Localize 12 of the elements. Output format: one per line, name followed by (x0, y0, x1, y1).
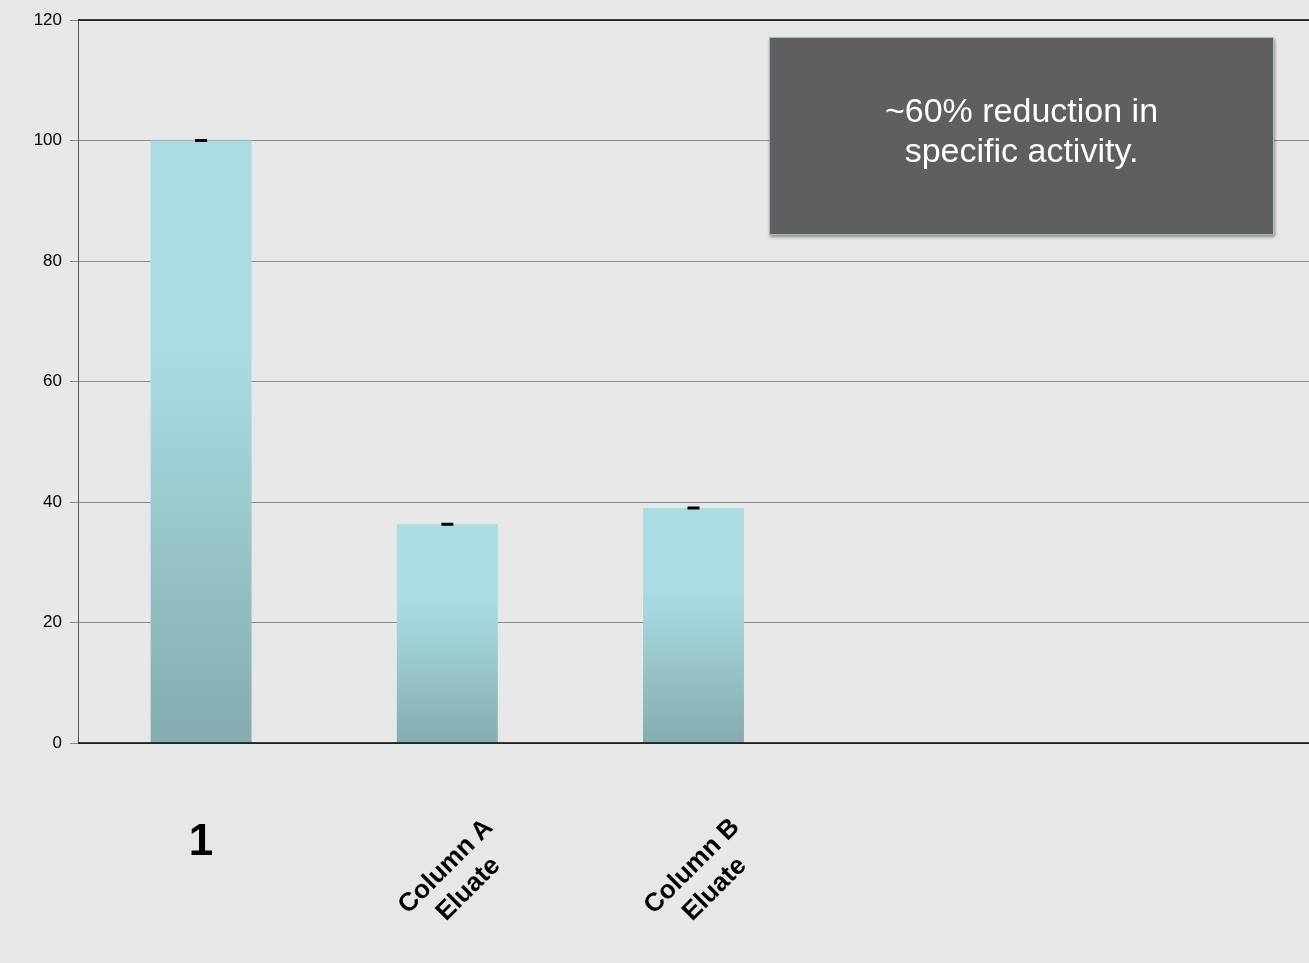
x-tick-label: 1 (188, 815, 214, 865)
text-box: ~60% reduction in specific activity. (769, 37, 1274, 235)
bar (396, 524, 498, 743)
y-tick-label: 100 (33, 130, 62, 150)
y-tick-label: 20 (43, 612, 62, 632)
y-tick-label: 60 (43, 371, 62, 391)
y-tick-label: 40 (43, 491, 62, 511)
bar (643, 508, 744, 743)
y-tick-label: 0 (52, 732, 62, 752)
y-tick-label: 80 (43, 250, 62, 270)
y-tick-label: 120 (33, 9, 62, 29)
bar (150, 140, 252, 743)
